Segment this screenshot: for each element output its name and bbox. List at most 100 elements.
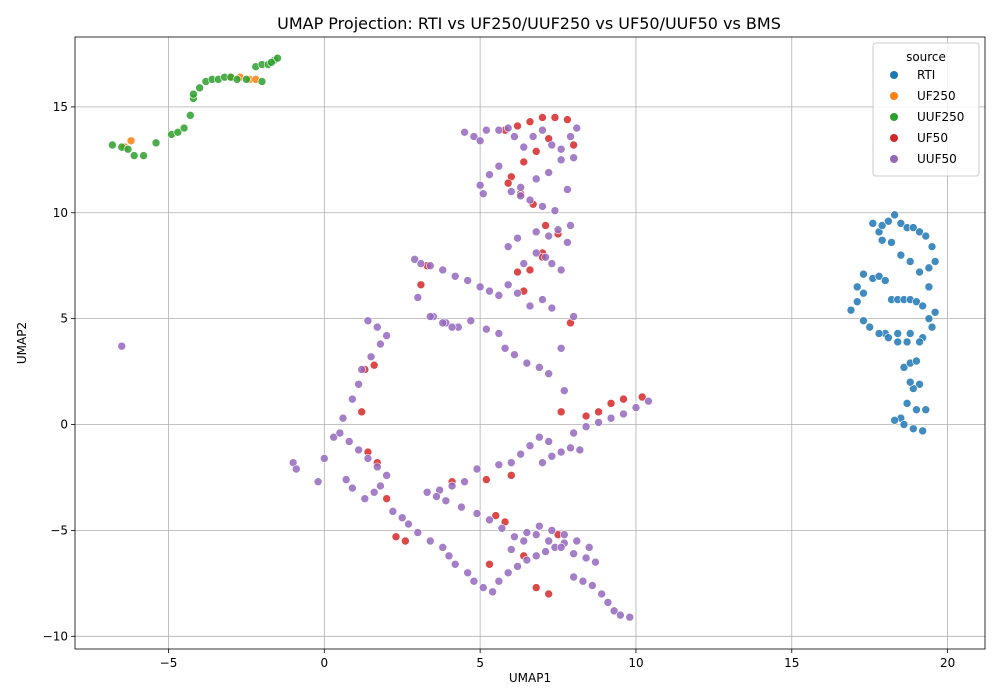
- point-uf50: [581, 411, 591, 421]
- point-uuf50: [522, 555, 532, 565]
- point-uuf50: [478, 583, 488, 592]
- point-rti: [921, 231, 931, 241]
- point-uf50: [525, 265, 535, 275]
- point-uuf50: [460, 477, 469, 487]
- point-uuf50: [494, 291, 504, 300]
- point-uf50: [391, 532, 401, 542]
- point-uuf250: [267, 58, 276, 67]
- point-rti: [902, 337, 912, 347]
- point-uuf50: [522, 528, 532, 537]
- point-uuf50: [354, 445, 363, 455]
- legend-label-uf50: UF50: [917, 131, 948, 145]
- point-rti: [927, 242, 937, 251]
- point-uuf50: [410, 255, 419, 264]
- point-uuf50: [531, 174, 541, 184]
- x-axis-ticks: −5 0 5 10 15 20: [160, 649, 955, 670]
- point-uf50: [519, 157, 529, 167]
- x-tick-label: −5: [160, 656, 178, 670]
- point-uf50: [369, 360, 379, 370]
- point-uuf50: [469, 576, 479, 586]
- point-rti: [859, 316, 868, 326]
- point-uuf50: [578, 576, 588, 586]
- point-uuf50: [547, 526, 557, 535]
- point-uuf50: [348, 483, 357, 493]
- point-rti: [905, 329, 915, 338]
- point-uuf50: [563, 185, 572, 194]
- point-rti: [890, 210, 899, 220]
- point-uuf50: [525, 441, 535, 451]
- point-uuf50: [619, 409, 628, 419]
- point-uf50: [541, 221, 550, 230]
- point-rti: [893, 329, 903, 338]
- point-uf50: [550, 113, 560, 122]
- point-uuf50: [513, 233, 522, 243]
- point-uuf250: [108, 140, 117, 150]
- point-uuf250: [139, 151, 148, 160]
- point-uuf50: [494, 125, 504, 135]
- point-uuf50: [575, 445, 585, 455]
- point-uf50: [531, 147, 541, 156]
- point-uuf50: [513, 562, 522, 571]
- point-uf50: [382, 494, 391, 503]
- point-uuf50: [432, 492, 441, 501]
- point-uuf50: [425, 261, 435, 271]
- point-uuf50: [413, 293, 423, 302]
- point-uuf50: [485, 170, 494, 179]
- legend-label-uf250: UF250: [917, 89, 956, 103]
- y-tick-label: 5: [60, 312, 68, 326]
- point-uuf50: [513, 288, 522, 298]
- point-rti: [899, 363, 909, 372]
- point-uuf50: [538, 125, 547, 135]
- point-uuf250: [129, 151, 139, 160]
- point-rti: [852, 282, 862, 292]
- point-uuf50: [329, 432, 338, 442]
- point-uuf50: [544, 536, 553, 546]
- point-uuf50: [525, 301, 535, 311]
- point-rti: [918, 301, 927, 311]
- point-uuf50: [503, 280, 513, 290]
- point-uuf50: [478, 189, 488, 199]
- point-uuf50: [338, 413, 348, 423]
- point-rti: [896, 219, 906, 228]
- point-uuf50: [494, 576, 504, 586]
- point-uuf50: [531, 248, 541, 258]
- point-uuf50: [450, 271, 460, 281]
- point-uuf50: [566, 132, 575, 141]
- point-uf50: [544, 589, 553, 599]
- point-rti: [880, 276, 890, 285]
- point-uuf50: [516, 183, 525, 192]
- point-rti: [874, 271, 884, 281]
- point-uuf50: [556, 343, 566, 353]
- point-uuf50: [438, 265, 448, 275]
- point-uf50: [594, 407, 603, 417]
- point-uuf50: [482, 324, 491, 334]
- point-uuf50: [376, 339, 385, 349]
- point-uuf50: [588, 581, 597, 590]
- point-uuf250: [151, 138, 161, 148]
- point-uuf50: [519, 142, 529, 152]
- point-uf50: [357, 407, 367, 417]
- point-uuf50: [528, 132, 538, 141]
- point-uuf50: [341, 475, 351, 484]
- point-uuf50: [566, 443, 575, 453]
- point-uuf50: [475, 180, 485, 190]
- point-uuf50: [553, 225, 563, 235]
- point-uuf50: [413, 528, 423, 537]
- point-uuf50: [382, 331, 391, 340]
- y-tick-label: −10: [43, 629, 68, 643]
- point-rti: [915, 227, 924, 237]
- point-uuf250: [273, 53, 282, 63]
- point-uuf50: [363, 316, 373, 326]
- point-uuf50: [313, 477, 323, 487]
- point-uf50: [525, 117, 535, 127]
- point-uuf50: [541, 547, 550, 556]
- point-uuf50: [354, 379, 363, 389]
- point-uuf50: [469, 132, 479, 141]
- point-uuf250: [179, 123, 189, 133]
- point-uf50: [563, 115, 572, 124]
- point-uuf50: [597, 589, 606, 599]
- point-uuf50: [117, 341, 127, 351]
- point-uuf50: [584, 543, 594, 552]
- point-uuf50: [581, 422, 591, 431]
